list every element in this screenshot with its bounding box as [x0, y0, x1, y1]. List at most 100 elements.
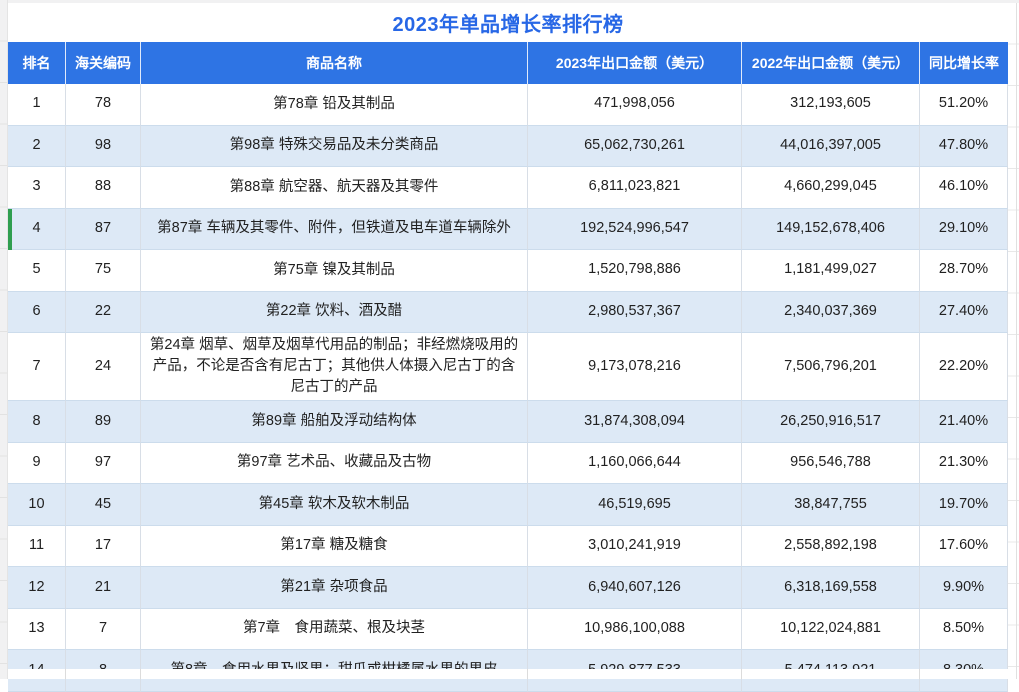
- cell-amount-2023[interactable]: 10,986,100,088: [528, 608, 742, 651]
- cell-product-name[interactable]: 第78章 铅及其制品: [141, 84, 528, 126]
- table-row: 12 21 第21章 杂项食品 6,940,607,126 6,318,169,558 9…: [8, 567, 1008, 609]
- cell-growth-rate[interactable]: 17.60%: [920, 525, 1008, 568]
- cell-amount-2022[interactable]: 1,181,499,027: [742, 250, 920, 292]
- column-header-amount-2023[interactable]: 2023年出口金额（美元）: [528, 42, 742, 84]
- cell-amount-2023[interactable]: 9,173,078,216: [528, 333, 742, 402]
- spreadsheet-left-margin: [0, 0, 8, 679]
- cell-growth-rate[interactable]: 21.40%: [920, 401, 1008, 443]
- cell-product-name[interactable]: 第7章 食用蔬菜、根及块茎: [141, 608, 528, 651]
- column-header-product-name[interactable]: 商品名称: [141, 42, 528, 84]
- cell-amount-2022[interactable]: 6,318,169,558: [742, 567, 920, 609]
- table-row: 13 7 第7章 食用蔬菜、根及块茎 10,986,100,088 10,122,024…: [8, 608, 1008, 651]
- cell-amount-2022[interactable]: 7,506,796,201: [742, 333, 920, 402]
- table-row: 1 78 第78章 铅及其制品 471,998,056 312,193,605 51.20…: [8, 84, 1008, 126]
- cell-rank[interactable]: 8: [8, 401, 66, 443]
- table-title: 2023年单品增长率排行榜: [8, 3, 1008, 42]
- cell-growth-rate[interactable]: 22.20%: [920, 333, 1008, 402]
- cell-growth-rate[interactable]: 8.50%: [920, 608, 1008, 651]
- table-row: 6 22 第22章 饮料、酒及醋 2,980,537,367 2,340,037,369…: [8, 291, 1008, 333]
- cell-hs-code[interactable]: 75: [66, 250, 141, 292]
- cell-hs-code[interactable]: 45: [66, 484, 141, 526]
- table-row: 8 89 第89章 船舶及浮动结构体 31,874,308,094 26,250,916…: [8, 401, 1008, 443]
- cell-product-name[interactable]: 第45章 软木及软木制品: [141, 484, 528, 526]
- cell-hs-code[interactable]: 78: [66, 84, 141, 126]
- cell-growth-rate[interactable]: 46.10%: [920, 167, 1008, 209]
- cell-amount-2022[interactable]: 4,660,299,045: [742, 167, 920, 209]
- cell-product-name[interactable]: 第88章 航空器、航天器及其零件: [141, 167, 528, 209]
- cell-rank[interactable]: 6: [8, 291, 66, 333]
- cell-amount-2023[interactable]: 1,160,066,644: [528, 442, 742, 485]
- spreadsheet-bottom-margin: [8, 669, 1008, 679]
- cell-product-name[interactable]: 第75章 镍及其制品: [141, 250, 528, 292]
- cell-hs-code[interactable]: 24: [66, 333, 141, 402]
- cell-amount-2022[interactable]: 10,122,024,881: [742, 608, 920, 651]
- cell-amount-2022[interactable]: 44,016,397,005: [742, 125, 920, 167]
- cell-rank[interactable]: 13: [8, 608, 66, 651]
- grid-line: [1016, 3, 1017, 679]
- cell-product-name[interactable]: 第89章 船舶及浮动结构体: [141, 401, 528, 443]
- cell-growth-rate[interactable]: 21.30%: [920, 442, 1008, 485]
- cell-product-name[interactable]: 第22章 饮料、酒及醋: [141, 291, 528, 333]
- cell-amount-2023[interactable]: 192,524,996,547: [528, 208, 742, 250]
- cell-hs-code[interactable]: 22: [66, 291, 141, 333]
- cell-amount-2023[interactable]: 46,519,695: [528, 484, 742, 526]
- cell-rank[interactable]: 2: [8, 125, 66, 167]
- spreadsheet-top-margin: [8, 0, 1019, 3]
- cell-rank[interactable]: 4: [8, 208, 66, 250]
- cell-rank[interactable]: 1: [8, 84, 66, 126]
- table-row: 7 24 第24章 烟草、烟草及烟草代用品的制品；非经燃烧吸用的产品，不论是否含有尼…: [8, 333, 1008, 402]
- cell-rank[interactable]: 11: [8, 525, 66, 568]
- cell-hs-code[interactable]: 98: [66, 125, 141, 167]
- cell-hs-code[interactable]: 88: [66, 167, 141, 209]
- cell-rank[interactable]: 12: [8, 567, 66, 609]
- table-row: 2 98 第98章 特殊交易品及未分类商品 65,062,730,261 44,016,…: [8, 125, 1008, 167]
- cell-amount-2022[interactable]: 312,193,605: [742, 84, 920, 126]
- cell-growth-rate[interactable]: 29.10%: [920, 208, 1008, 250]
- table-row: 3 88 第88章 航空器、航天器及其零件 6,811,023,821 4,660,29…: [8, 167, 1008, 209]
- cell-rank[interactable]: 7: [8, 333, 66, 402]
- cell-hs-code[interactable]: 17: [66, 525, 141, 568]
- cell-rank[interactable]: 3: [8, 167, 66, 209]
- cell-rank[interactable]: 5: [8, 250, 66, 292]
- column-header-amount-2022[interactable]: 2022年出口金额（美元）: [742, 42, 920, 84]
- cell-rank[interactable]: 9: [8, 442, 66, 485]
- cell-amount-2023[interactable]: 1,520,798,886: [528, 250, 742, 292]
- selected-row-indicator: [8, 208, 12, 250]
- cell-product-name[interactable]: 第87章 车辆及其零件、附件，但铁道及电车道车辆除外: [141, 208, 528, 250]
- cell-amount-2022[interactable]: 38,847,755: [742, 484, 920, 526]
- cell-product-name[interactable]: 第98章 特殊交易品及未分类商品: [141, 125, 528, 167]
- column-header-growth-rate[interactable]: 同比增长率: [929, 55, 999, 71]
- cell-growth-rate[interactable]: 19.70%: [920, 484, 1008, 526]
- cell-product-name[interactable]: 第17章 糖及糖食: [141, 525, 528, 568]
- cell-hs-code[interactable]: 7: [66, 608, 141, 651]
- cell-amount-2022[interactable]: 26,250,916,517: [742, 401, 920, 443]
- cell-amount-2022[interactable]: 956,546,788: [742, 442, 920, 485]
- cell-hs-code[interactable]: 89: [66, 401, 141, 443]
- cell-hs-code[interactable]: 97: [66, 442, 141, 485]
- column-header-rank[interactable]: 排名: [8, 42, 66, 84]
- cell-rank[interactable]: 10: [8, 484, 66, 526]
- cell-amount-2023[interactable]: 6,940,607,126: [528, 567, 742, 609]
- cell-amount-2022[interactable]: 2,340,037,369: [742, 291, 920, 333]
- column-header-hs-code[interactable]: 海关编码: [66, 42, 141, 84]
- cell-product-name[interactable]: 第24章 烟草、烟草及烟草代用品的制品；非经燃烧吸用的产品，不论是否含有尼古丁；…: [141, 333, 528, 402]
- cell-amount-2023[interactable]: 31,874,308,094: [528, 401, 742, 443]
- cell-growth-rate[interactable]: 47.80%: [920, 125, 1008, 167]
- cell-amount-2022[interactable]: 2,558,892,198: [742, 525, 920, 568]
- cell-growth-rate[interactable]: 27.40%: [920, 291, 1008, 333]
- cell-hs-code[interactable]: 21: [66, 567, 141, 609]
- cell-amount-2022[interactable]: 149,152,678,406: [742, 208, 920, 250]
- table-row: 9 97 第97章 艺术品、收藏品及古物 1,160,066,644 956,546,7…: [8, 442, 1008, 485]
- cell-growth-rate[interactable]: 28.70%: [920, 250, 1008, 292]
- cell-hs-code[interactable]: 87: [66, 208, 141, 250]
- table-row: 10 45 第45章 软木及软木制品 46,519,695 38,847,755 19.7…: [8, 484, 1008, 526]
- cell-growth-rate[interactable]: 51.20%: [920, 84, 1008, 126]
- cell-amount-2023[interactable]: 65,062,730,261: [528, 125, 742, 167]
- cell-growth-rate[interactable]: 9.90%: [920, 567, 1008, 609]
- cell-amount-2023[interactable]: 2,980,537,367: [528, 291, 742, 333]
- cell-amount-2023[interactable]: 3,010,241,919: [528, 525, 742, 568]
- cell-amount-2023[interactable]: 6,811,023,821: [528, 167, 742, 209]
- cell-product-name[interactable]: 第21章 杂项食品: [141, 567, 528, 609]
- cell-product-name[interactable]: 第97章 艺术品、收藏品及古物: [141, 442, 528, 485]
- cell-amount-2023[interactable]: 471,998,056: [528, 84, 742, 126]
